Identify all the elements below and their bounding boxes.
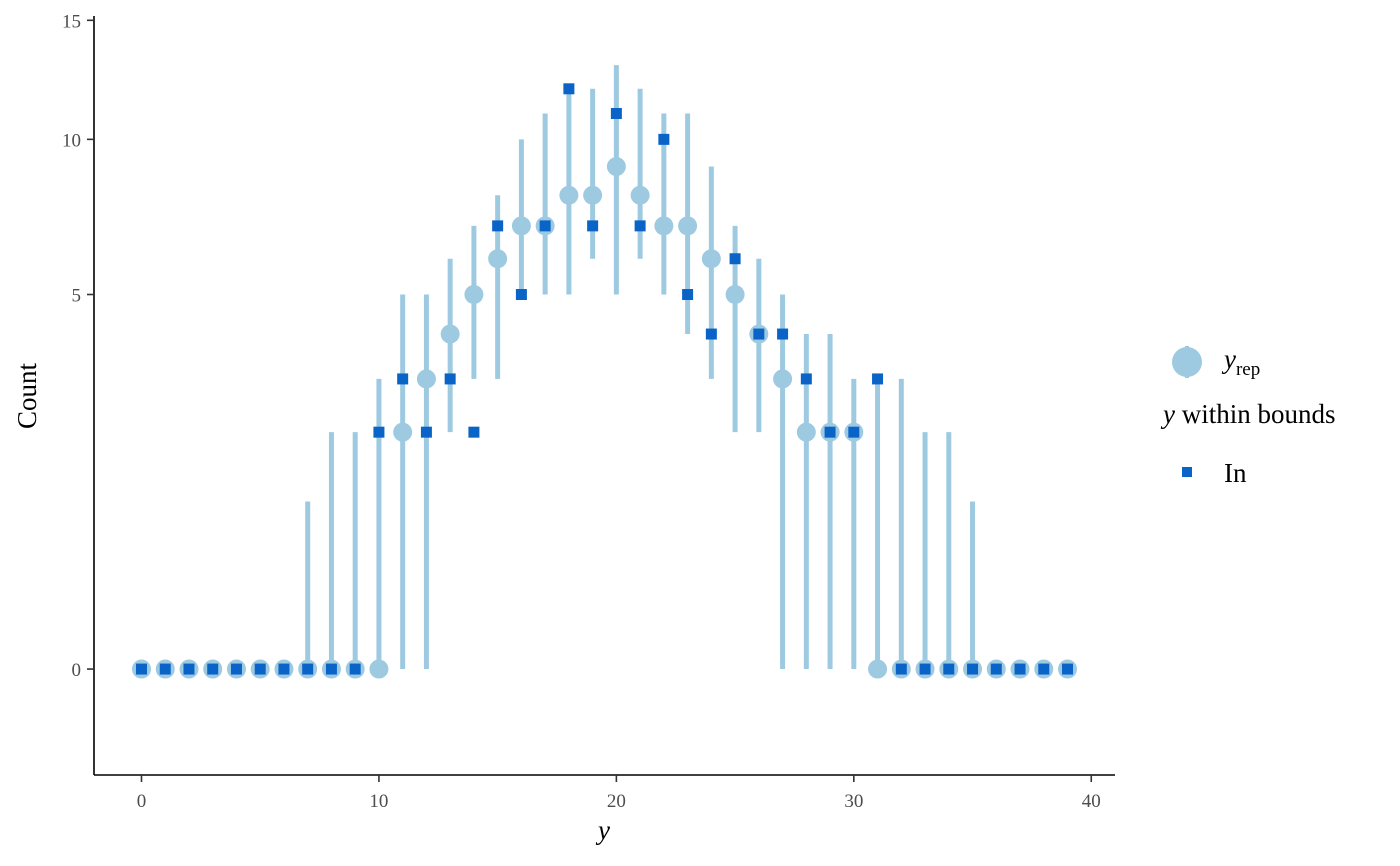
observed-point <box>349 663 361 675</box>
observed-point <box>207 663 219 675</box>
observed-point <box>444 373 456 385</box>
observed-point <box>990 663 1002 675</box>
y-axis-title: Count <box>12 362 42 429</box>
yrep-median-point <box>440 324 460 344</box>
observed-point <box>325 663 337 675</box>
observed-point <box>420 426 432 438</box>
yrep-median-point <box>796 422 816 442</box>
y-axis-ticks: 0 5 10 15 <box>62 11 94 681</box>
x-tick-label: 40 <box>1082 791 1101 812</box>
observed-point <box>610 108 622 120</box>
x-tick-label: 30 <box>844 791 863 812</box>
observed-point <box>468 426 480 438</box>
y-tick-label: 0 <box>72 660 82 681</box>
observed-point <box>800 373 812 385</box>
observed-point <box>135 663 147 675</box>
legend-key-yrep <box>1172 346 1202 378</box>
observed-point <box>848 426 860 438</box>
observed-point <box>1038 663 1050 675</box>
yrep-median-point <box>701 249 721 269</box>
yrep-median-point <box>773 369 793 389</box>
observed-point <box>753 328 765 340</box>
observed-point <box>658 133 670 145</box>
yrep-median-point <box>559 185 579 205</box>
observed-point <box>397 373 409 385</box>
legend-label-yrep: yrep <box>1221 344 1260 380</box>
legend-label-in: In <box>1224 458 1247 488</box>
observed-point <box>1062 663 1074 675</box>
observed-point <box>492 220 504 232</box>
observed-point <box>1014 663 1026 675</box>
legend-key-in <box>1182 467 1192 477</box>
observed-point <box>230 663 242 675</box>
yrep-median-point <box>464 285 484 305</box>
x-tick-label: 0 <box>137 791 147 812</box>
observed-point <box>278 663 290 675</box>
observed-point <box>872 373 884 385</box>
yrep-median-point <box>678 216 698 236</box>
observed-point <box>634 220 646 232</box>
yrep-median-point <box>630 185 650 205</box>
yrep-median-point <box>606 157 626 177</box>
yrep-medians <box>131 157 1078 679</box>
observed-point <box>895 663 907 675</box>
observed-points <box>135 83 1074 675</box>
observed-point <box>515 289 527 301</box>
observed-point <box>587 220 599 232</box>
x-axis-ticks: 0 10 20 30 40 <box>137 775 1101 812</box>
observed-point <box>539 220 551 232</box>
observed-point <box>373 426 385 438</box>
yrep-median-point <box>725 285 745 305</box>
yrep-median-point <box>654 216 674 236</box>
observed-point <box>967 663 979 675</box>
x-tick-label: 20 <box>607 791 626 812</box>
y-tick-label: 5 <box>72 286 82 307</box>
observed-point <box>777 328 789 340</box>
x-tick-label: 10 <box>369 791 388 812</box>
yrep-median-point <box>416 369 436 389</box>
x-axis-title: y <box>595 815 610 845</box>
observed-point <box>302 663 314 675</box>
observed-point <box>919 663 931 675</box>
observed-point <box>563 83 575 95</box>
yrep-median-point <box>393 422 413 442</box>
legend: yrep y within bounds In <box>1160 344 1336 488</box>
observed-point <box>254 663 266 675</box>
yrep-intervals <box>305 65 976 670</box>
observed-point <box>729 253 741 265</box>
y-tick-label: 15 <box>62 11 81 32</box>
yrep-median-point <box>511 216 531 236</box>
observed-point <box>705 328 717 340</box>
observed-point <box>943 663 955 675</box>
yrep-median-point <box>583 185 603 205</box>
yrep-median-point <box>369 659 389 679</box>
y-tick-label: 10 <box>62 130 81 151</box>
yrep-median-point <box>868 659 888 679</box>
observed-point <box>682 289 694 301</box>
legend-title: y within bounds <box>1160 399 1336 429</box>
observed-point <box>159 663 171 675</box>
observed-point <box>824 426 836 438</box>
observed-point <box>183 663 195 675</box>
yrep-median-point <box>488 249 508 269</box>
